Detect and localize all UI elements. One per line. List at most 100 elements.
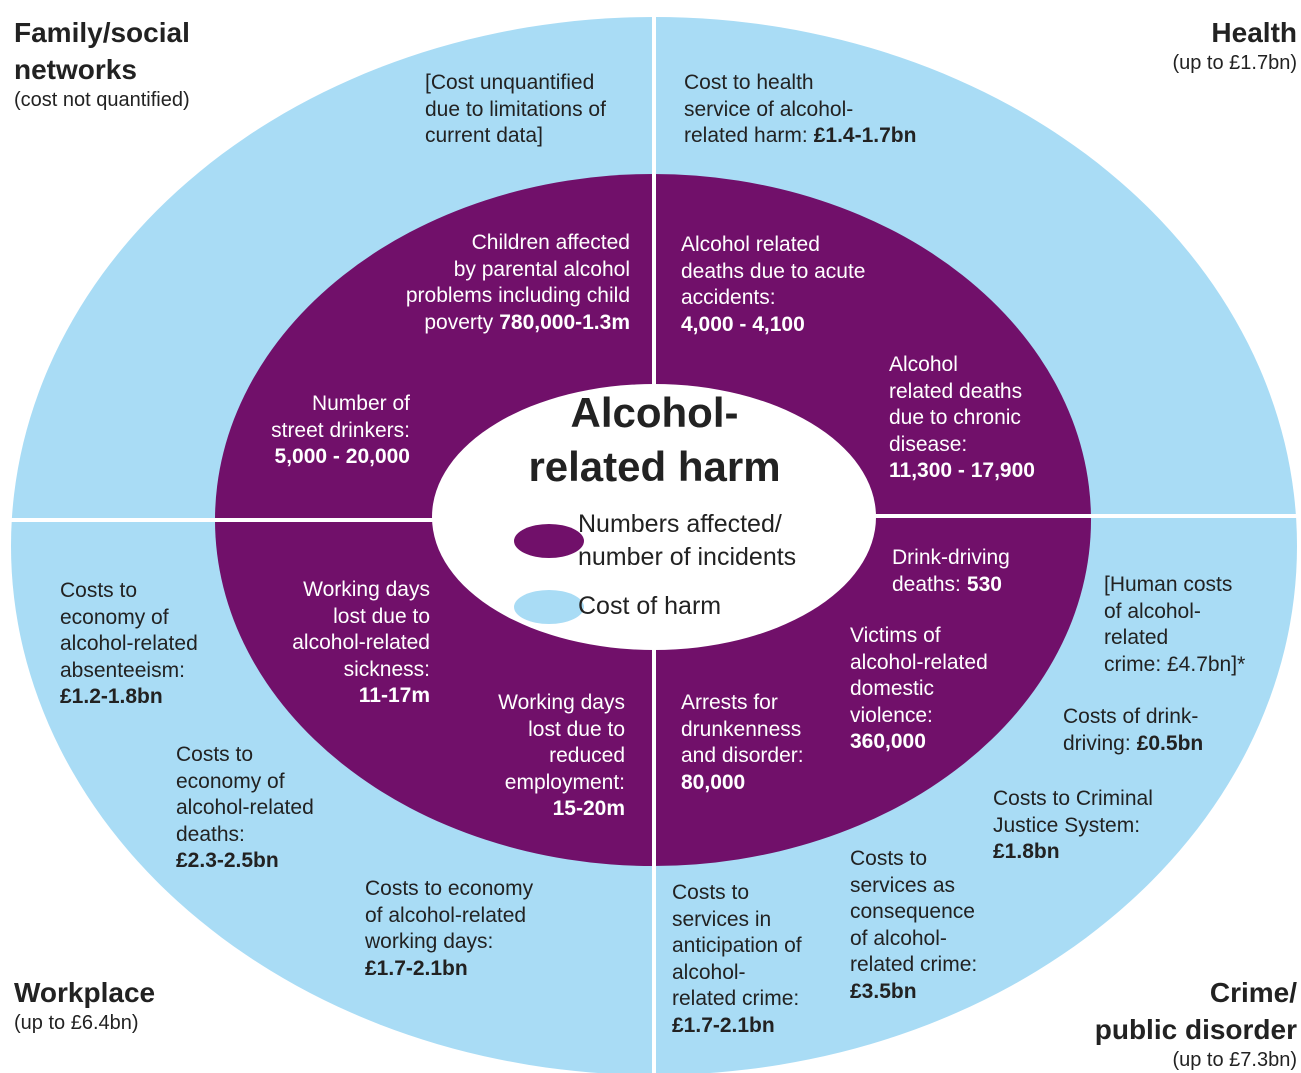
line-text: Costs to Criminal [993,787,1153,810]
line-text: related deaths [889,379,1023,403]
line-text: Arrests for [681,691,778,714]
text-line: of alcohol- [1104,599,1245,626]
center [432,384,876,650]
text-line: Working days [292,577,430,604]
text-line: economy of [176,769,314,796]
text-line: Costs to [60,578,198,605]
value: £2.3-2.5bn [176,849,279,872]
line-text: Cost to health [684,71,814,94]
text-line: due to chronic [889,405,1035,432]
text-line: drunkenness [681,717,804,744]
legend-swatch [514,590,584,624]
text-line: Arrests for [681,690,804,717]
value: £1.7-2.1bn [365,956,468,980]
text-block: Working days lost due to reduced employment… [498,690,625,823]
text-line: Cost to health [684,70,916,97]
section-label: Family/social networks (cost not quantifie… [14,14,190,112]
value: £1.8bn [993,840,1060,863]
line-text: Alcohol [889,353,958,376]
line-text: Costs to [850,847,928,870]
text-line: disease: [889,432,1035,459]
line-text: deaths due to acute [681,259,866,283]
text-line: domestic [850,676,988,703]
section-subtitle: (up to £1.7bn) [1172,52,1297,74]
section-label: Health (up to £1.7bn) [1172,14,1297,75]
line-text: Alcohol related [681,233,820,256]
line-text: driving: [1063,731,1131,755]
text-line: of alcohol- [850,926,977,953]
value: £1.4-1.7bn [813,124,917,147]
text-line: crime: £4.7bn]* [1104,652,1245,679]
line-text: street drinkers: [271,418,410,442]
section-title: Family/social [14,17,190,48]
text-line: Justice System: [993,813,1153,840]
line-text: economy of [176,769,285,793]
text-line: accidents: [681,285,865,312]
line-text: services as [850,873,956,897]
text-block: Arrests for drunkenness and disorder: 80,00… [681,690,804,796]
line-text: Victims of [850,624,941,647]
line-text: of alcohol- [850,926,947,950]
section-subtitle: (up to £6.4bn) [14,1012,139,1034]
line-text: related [1104,626,1169,649]
line-text: drunkenness [681,717,802,741]
text-line: sickness: [292,657,430,684]
value: £0.5bn [1136,731,1204,755]
text-line: alcohol-related [60,631,198,658]
line-text: problems including child [405,284,630,307]
line-text: Working days [303,578,430,601]
line-text: services in [672,907,772,931]
text-block: Costs to services as consequence of alcohol… [850,846,977,1005]
text-block: Costs of drink-driving: £0.5bn [1063,704,1203,757]
section-title: Health [1211,17,1297,48]
section-label: Crime/public disorder (up to £7.3bn) [1095,974,1297,1072]
text-line: absenteeism: [60,658,198,685]
section-subtitle: (up to £7.3bn) [1172,1049,1297,1071]
text-line: deaths due to acute [681,259,865,286]
line-text: due to chronic [889,406,1021,429]
text-line: lost due to [498,717,625,744]
value: 360,000 [850,730,926,753]
text-block: Alcohol related deaths due to chronic disea… [889,352,1035,485]
title-line: related harm [528,443,781,490]
legend-line: Cost of harm [578,592,722,620]
line-text: economy of [60,605,169,629]
value: 11,300 - 17,900 [889,459,1035,482]
line-text: Number of [311,392,410,415]
value: 5,000 - 20,000 [274,445,410,468]
line-text: Working days [498,691,625,714]
text-line: working days: [365,929,533,956]
text-line: due to limitations of [425,97,606,124]
text-line: Victims of [850,623,988,650]
section-title: Workplace [14,977,156,1008]
section-title: public disorder [1094,1014,1297,1045]
line-text: absenteeism: [60,658,185,682]
line-text: alcohol-related [60,632,198,655]
line-text: [Human costs [1104,573,1233,596]
line-text: [Cost unquantified [425,71,595,94]
text-line: of alcohol-related [365,903,533,930]
text-line: problems including child [406,283,630,310]
text-line: related harm: £1.4-1.7bn [684,123,916,150]
text-line: services as [850,873,977,900]
text-line: Costs to [850,846,977,873]
line-text: alcohol-related [850,650,988,674]
text-line: employment: [498,770,625,797]
text-block: Costs to services in anticipation of alcoho… [672,880,802,1039]
text-block: Costs to economy of alcohol-related deaths:… [176,742,314,875]
line-text: consequence [850,900,975,923]
text-line: Alcohol [889,352,1035,379]
line-text: related harm: [684,124,808,147]
text-block: [Cost unquantified due to limitations of c… [425,70,606,150]
text-line: services in [672,907,802,934]
line-text: by parental alcohol [453,257,630,281]
text-line: Alcohol related [681,232,865,259]
line-text: Costs to economy [365,877,534,900]
text-block: Victims of alcohol-related domestic violenc… [850,623,988,756]
value: 4,000 - 4,100 [681,312,805,336]
line-text: sickness: [343,657,430,681]
line-text: Children affected [471,231,630,254]
value: 530 [966,572,1002,596]
line-text: deaths: [176,822,245,846]
line-text: employment: [504,770,625,794]
